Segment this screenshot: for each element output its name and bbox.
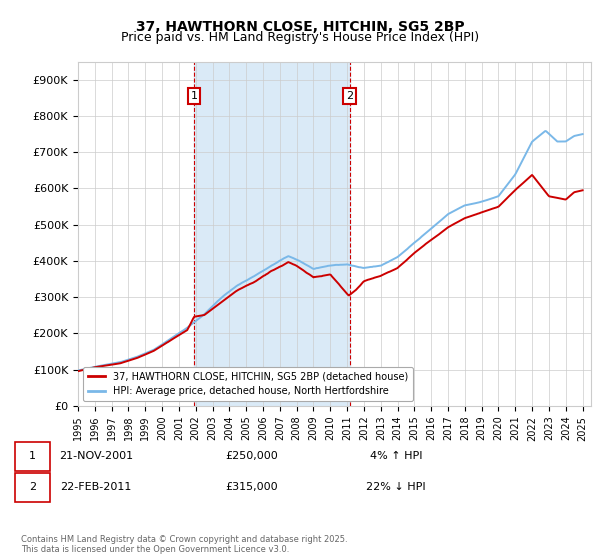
Text: £250,000: £250,000 <box>226 451 278 461</box>
Text: 2: 2 <box>29 482 36 492</box>
Text: 37, HAWTHORN CLOSE, HITCHIN, SG5 2BP: 37, HAWTHORN CLOSE, HITCHIN, SG5 2BP <box>136 20 464 34</box>
Text: Price paid vs. HM Land Registry's House Price Index (HPI): Price paid vs. HM Land Registry's House … <box>121 31 479 44</box>
Text: 22% ↓ HPI: 22% ↓ HPI <box>366 482 426 492</box>
Text: 1: 1 <box>29 451 36 461</box>
Text: 22-FEB-2011: 22-FEB-2011 <box>61 482 131 492</box>
Text: 2: 2 <box>346 91 353 101</box>
Text: Contains HM Land Registry data © Crown copyright and database right 2025.
This d: Contains HM Land Registry data © Crown c… <box>21 535 347 554</box>
Bar <box>194 62 350 406</box>
Text: 1: 1 <box>191 91 197 101</box>
Text: 21-NOV-2001: 21-NOV-2001 <box>59 451 133 461</box>
Text: £315,000: £315,000 <box>226 482 278 492</box>
Text: 4% ↑ HPI: 4% ↑ HPI <box>370 451 422 461</box>
Legend: 37, HAWTHORN CLOSE, HITCHIN, SG5 2BP (detached house), HPI: Average price, detac: 37, HAWTHORN CLOSE, HITCHIN, SG5 2BP (de… <box>83 367 413 401</box>
